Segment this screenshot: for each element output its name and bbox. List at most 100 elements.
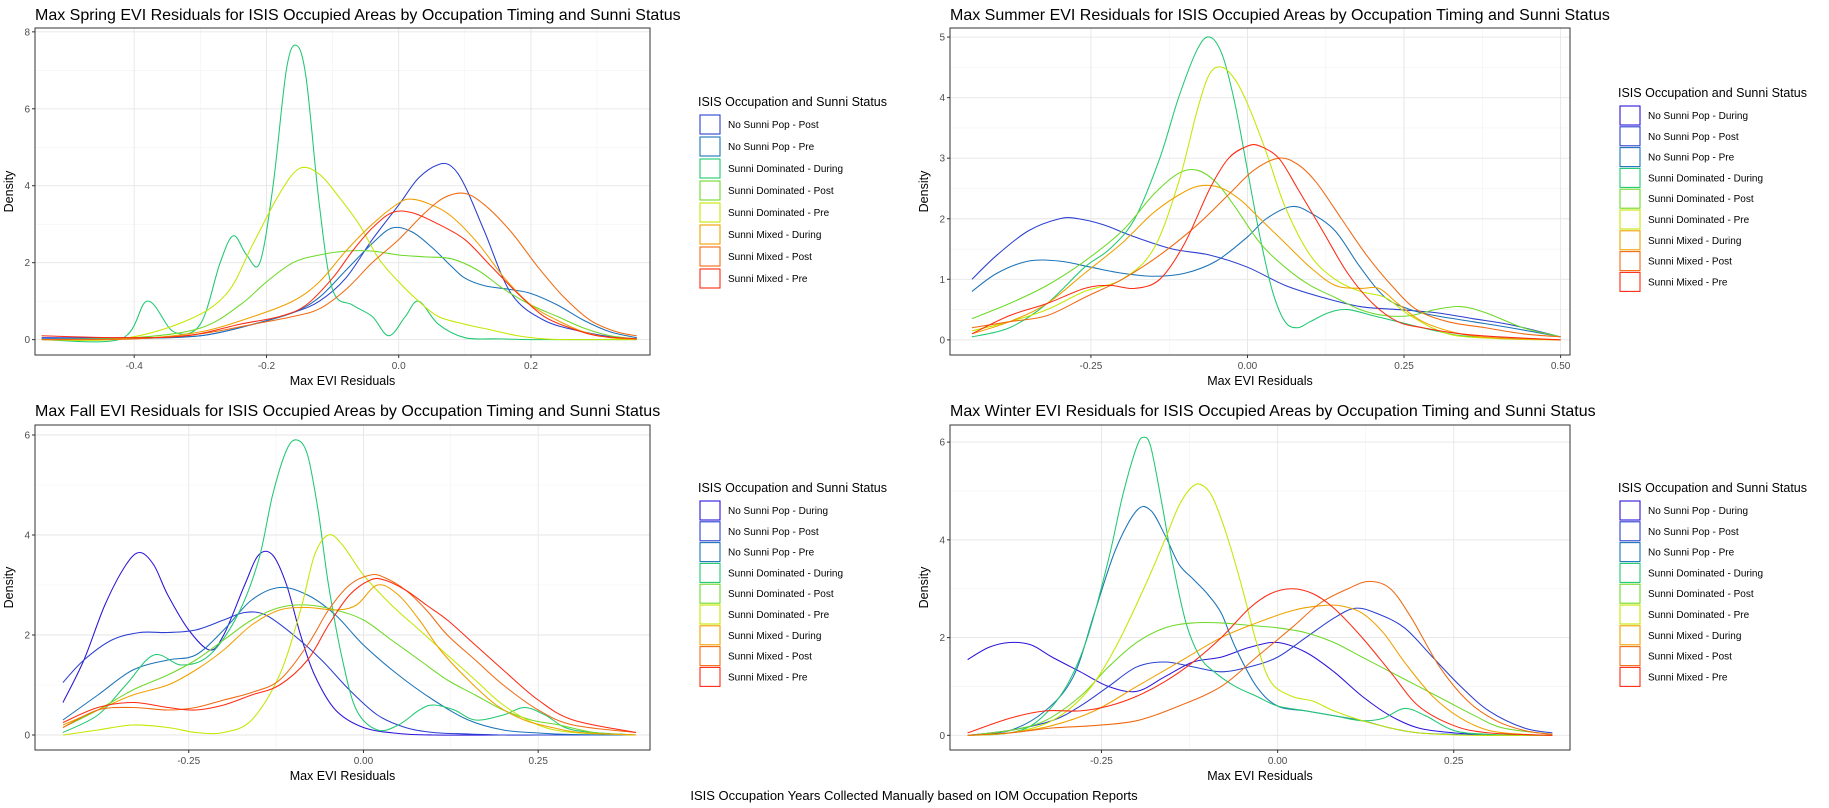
x-tick-label: 0.00: [1268, 756, 1288, 767]
y-tick-label: 6: [24, 104, 30, 115]
legend-item-sunni-dominated-during: Sunni Dominated - During: [1619, 562, 1763, 583]
y-tick-label: 3: [939, 154, 945, 165]
series-line-sunni-mixed-during: [971, 184, 1561, 341]
series-line-sunni-mixed-during: [62, 584, 637, 736]
legend-label: No Sunni Pop - During: [1648, 506, 1748, 517]
y-axis-label: Density: [2, 170, 16, 212]
series-line-sunni-mixed-pre: [62, 577, 637, 734]
plot-border: [949, 424, 1571, 751]
x-axis-label: Max EVI Residuals: [1207, 374, 1313, 388]
x-tick-label: 0.00: [354, 756, 374, 767]
legend-key: [699, 666, 721, 687]
legend-item-sunni-mixed-post: Sunni Mixed - Post: [699, 646, 812, 667]
panels: Max Spring EVI Residuals for ISIS Occupi…: [2, 7, 1807, 783]
legend-key: [1619, 562, 1641, 583]
legend-key: [699, 625, 721, 646]
legend-key: [699, 114, 721, 135]
x-tick-label: -0.25: [177, 756, 200, 767]
series-lines: [967, 436, 1553, 736]
legend-item-no-sunni-pop-post: No Sunni Pop - Post: [699, 521, 819, 542]
y-tick-label: 4: [939, 535, 945, 546]
legend-label: Sunni Dominated - During: [1648, 173, 1763, 184]
legend-label: Sunni Mixed - Post: [1648, 257, 1732, 268]
legend-key: [1619, 251, 1641, 272]
legend-label: Sunni Mixed - During: [728, 230, 821, 241]
chart-title: Max Fall EVI Residuals for ISIS Occupied…: [35, 403, 660, 420]
legend-label: No Sunni Pop - Post: [728, 120, 819, 131]
y-axis-label: Density: [917, 566, 931, 608]
series-line-no-sunni-pop-post: [62, 611, 637, 736]
legend-key: [1619, 271, 1641, 292]
legend-label: Sunni Mixed - During: [1648, 236, 1741, 247]
legend-label: No Sunni Pop - During: [1648, 111, 1748, 122]
legend-key: [1619, 604, 1641, 625]
series-line-sunni-dominated-pre: [967, 483, 1553, 736]
legend-item-sunni-mixed-pre: Sunni Mixed - Pre: [1619, 271, 1728, 292]
y-tick-label: 6: [939, 438, 945, 449]
legend-item-no-sunni-pop-pre: No Sunni Pop - Pre: [1619, 147, 1735, 168]
legend-key: [1619, 188, 1641, 209]
series-line-sunni-dominated-post: [62, 604, 637, 736]
y-tick-label: 1: [939, 275, 945, 286]
legend-key: [699, 158, 721, 179]
legend-item-sunni-dominated-pre: Sunni Dominated - Pre: [1619, 209, 1750, 230]
legend-key: [1619, 646, 1641, 667]
series-line-sunni-mixed-pre: [41, 210, 637, 340]
legend-label: No Sunni Pop - Pre: [1648, 548, 1735, 559]
legend-item-sunni-mixed-during: Sunni Mixed - During: [699, 224, 821, 245]
legend-item-no-sunni-pop-pre: No Sunni Pop - Pre: [699, 542, 815, 563]
legend-label: Sunni Mixed - During: [728, 631, 821, 642]
legend-label: No Sunni Pop - Pre: [1648, 153, 1735, 164]
series-line-sunni-dominated-post: [971, 169, 1561, 338]
series-line-no-sunni-pop-during: [62, 550, 637, 736]
chart-title: Max Winter EVI Residuals for ISIS Occupi…: [950, 403, 1596, 420]
legend-item-no-sunni-pop-pre: No Sunni Pop - Pre: [699, 136, 815, 157]
axes: -0.4 -0.2 0.0 0.2 0 2 4 6 8: [24, 27, 538, 372]
legend-label: Sunni Mixed - Post: [728, 652, 812, 663]
y-tick-label: 2: [939, 214, 945, 225]
x-tick-label: 0.25: [1444, 756, 1464, 767]
legend-key: [699, 521, 721, 542]
y-tick-label: 2: [24, 631, 30, 642]
x-tick-label: -0.25: [1090, 756, 1113, 767]
x-tick-label: -0.25: [1080, 361, 1103, 372]
legend-label: Sunni Mixed - Pre: [1648, 672, 1728, 683]
legend-item-sunni-mixed-during: Sunni Mixed - During: [1619, 230, 1741, 251]
series-line-sunni-dominated-during: [41, 44, 637, 343]
series-line-sunni-dominated-during: [62, 439, 637, 736]
legend-item-sunni-dominated-post: Sunni Dominated - Post: [1619, 583, 1754, 604]
series-line-no-sunni-pop-post: [971, 217, 1561, 338]
series-line-sunni-mixed-post: [967, 580, 1553, 736]
legend-key: [1619, 521, 1641, 542]
legend-label: No Sunni Pop - Post: [728, 527, 819, 538]
legend-key: [699, 202, 721, 223]
legend-key: [699, 646, 721, 667]
legend-label: Sunni Dominated - Post: [1648, 589, 1754, 600]
legend-key: [699, 180, 721, 201]
gridlines: [950, 28, 1570, 355]
y-tick-label: 8: [24, 27, 30, 38]
legend-label: Sunni Dominated - Post: [728, 186, 834, 197]
chart-title: Max Spring EVI Residuals for ISIS Occupi…: [35, 7, 681, 24]
legend-item-sunni-dominated-post: Sunni Dominated - Post: [1619, 188, 1754, 209]
legend-label: Sunni Dominated - During: [728, 164, 843, 175]
plot-area: [950, 425, 1570, 750]
y-tick-label: 0: [939, 335, 945, 346]
plot-area: [950, 28, 1570, 355]
series-line-sunni-dominated-pre: [41, 166, 637, 341]
legend-item-no-sunni-pop-pre: No Sunni Pop - Pre: [1619, 542, 1735, 563]
legend-label: No Sunni Pop - During: [728, 506, 828, 517]
legend-key: [1619, 500, 1641, 521]
plot-border: [34, 27, 651, 356]
legend-key: [699, 268, 721, 289]
legend-key: [699, 136, 721, 157]
legend-item-no-sunni-pop-post: No Sunni Pop - Post: [1619, 521, 1739, 542]
legend-item-sunni-mixed-pre: Sunni Mixed - Pre: [1619, 666, 1728, 687]
legend-item-sunni-dominated-during: Sunni Dominated - During: [699, 562, 843, 583]
legend-title: ISIS Occupation and Sunni Status: [1618, 86, 1807, 100]
legend-key: [1619, 666, 1641, 687]
caption: ISIS Occupation Years Collected Manually…: [690, 788, 1138, 803]
chart-panel-4: Max Winter EVI Residuals for ISIS Occupi…: [917, 403, 1807, 783]
legend-item-sunni-dominated-post: Sunni Dominated - Post: [699, 180, 834, 201]
chart-panel-3: Max Fall EVI Residuals for ISIS Occupied…: [2, 403, 887, 783]
